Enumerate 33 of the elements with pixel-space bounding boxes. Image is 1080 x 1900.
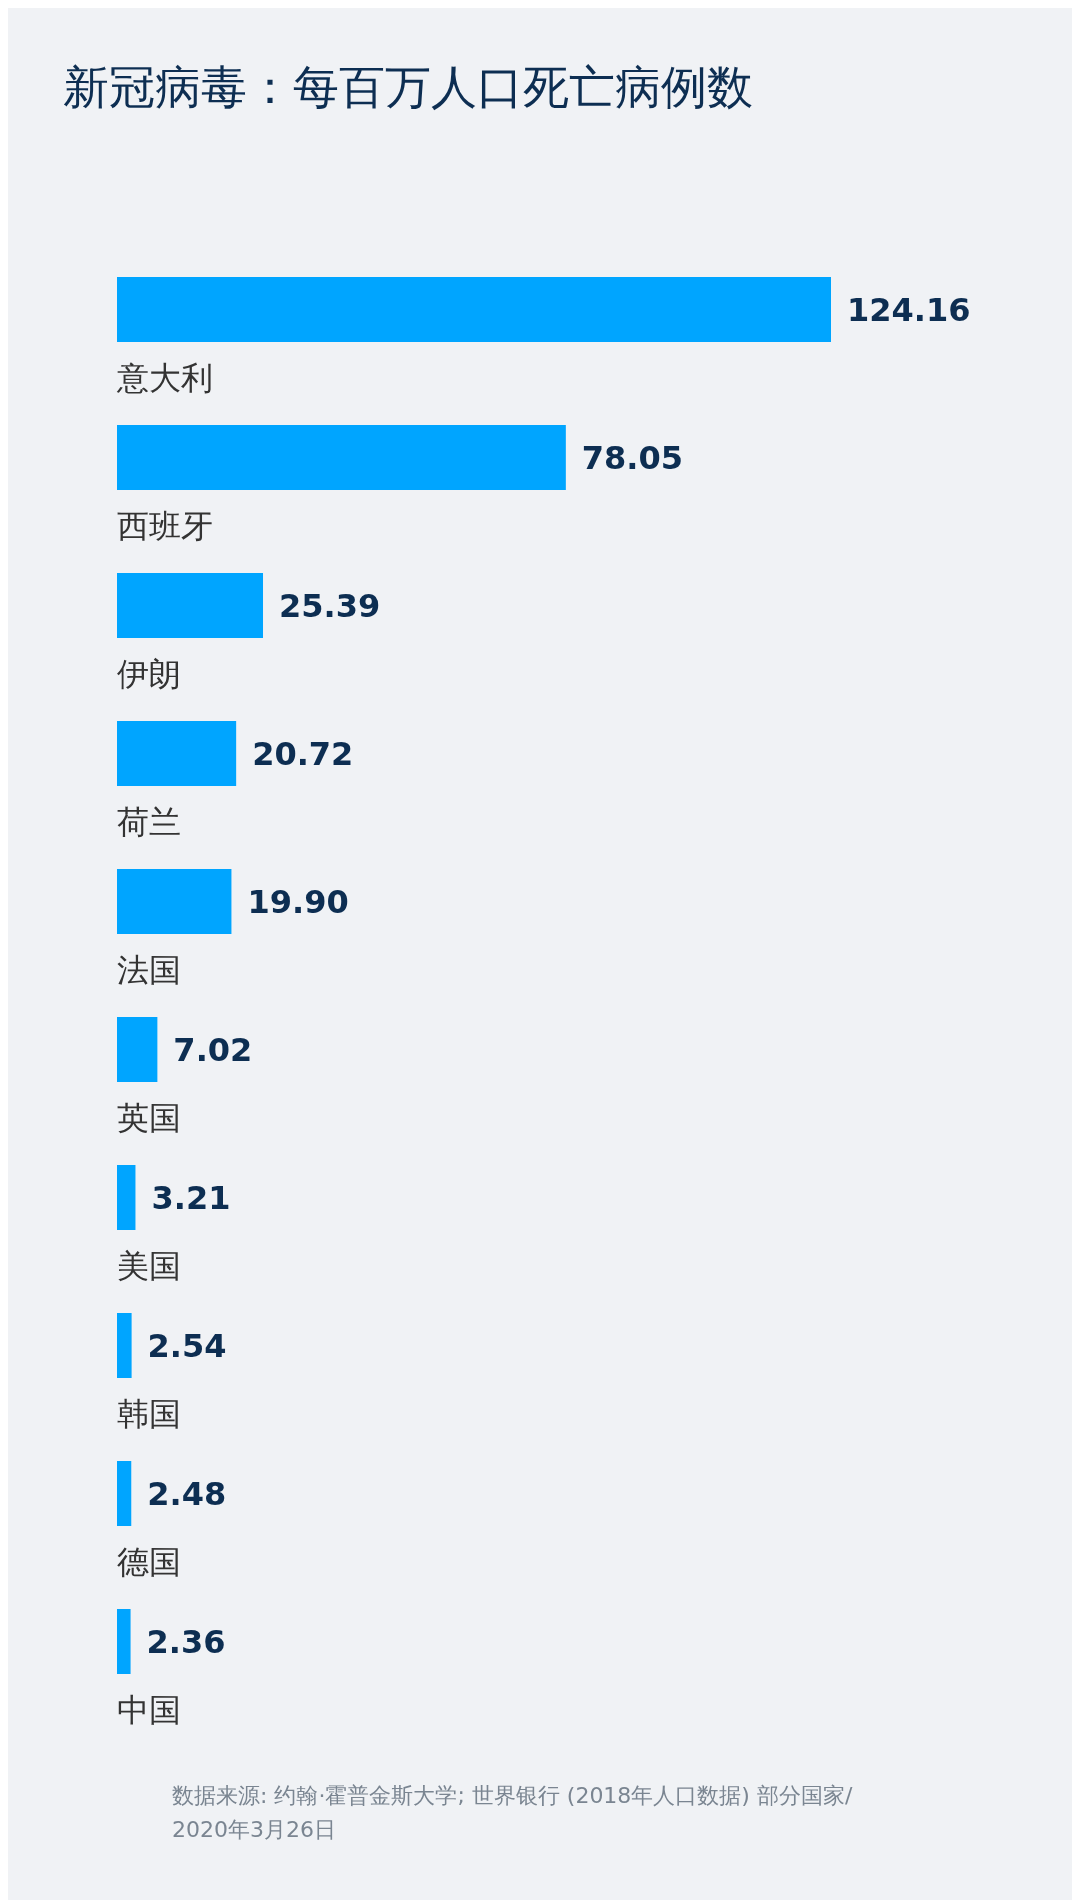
data-label: 3.21 <box>151 1178 231 1217</box>
text: 2020年3月26日 <box>172 1817 336 1842</box>
chart-title: 新冠病毒：每百万人口死亡病例数 <box>63 60 753 114</box>
bar <box>117 425 566 490</box>
y-tick-label: 美国 <box>117 1247 181 1285</box>
annotation: 数据来源: 约翰·霍普金斯大学; 世界银行 (2018年人口数据) 部分国家/ <box>172 1783 853 1808</box>
y-tick-label: 德国 <box>117 1543 181 1581</box>
y-tick-label: 中国 <box>117 1691 181 1729</box>
y-tick-label: 西班牙 <box>117 507 213 545</box>
bar <box>117 277 831 342</box>
data-label: 124.16 <box>847 290 971 329</box>
data-label: 2.48 <box>147 1474 227 1513</box>
y-tick-label: 英国 <box>117 1099 181 1137</box>
data-label: 19.90 <box>247 882 349 921</box>
bar <box>117 1313 132 1378</box>
y-tick-label: 韩国 <box>117 1395 181 1433</box>
bar <box>117 1165 136 1230</box>
bar <box>117 1461 132 1526</box>
bar <box>117 1609 131 1674</box>
data-label: 78.05 <box>581 438 684 477</box>
data-label: 2.36 <box>146 1622 226 1661</box>
bar <box>117 1017 158 1082</box>
y-tick-label: 荷兰 <box>117 803 181 841</box>
y-tick-label: 法国 <box>117 951 181 989</box>
data-label: 20.72 <box>252 734 354 773</box>
y-tick-label: 伊朗 <box>117 655 181 693</box>
bar <box>117 869 232 934</box>
bar <box>117 573 264 638</box>
data-label: 25.39 <box>279 586 381 625</box>
data-label: 2.54 <box>147 1326 227 1365</box>
bar <box>117 721 237 786</box>
data-label: 7.02 <box>173 1030 253 1069</box>
y-tick-label: 意大利 <box>116 359 213 397</box>
